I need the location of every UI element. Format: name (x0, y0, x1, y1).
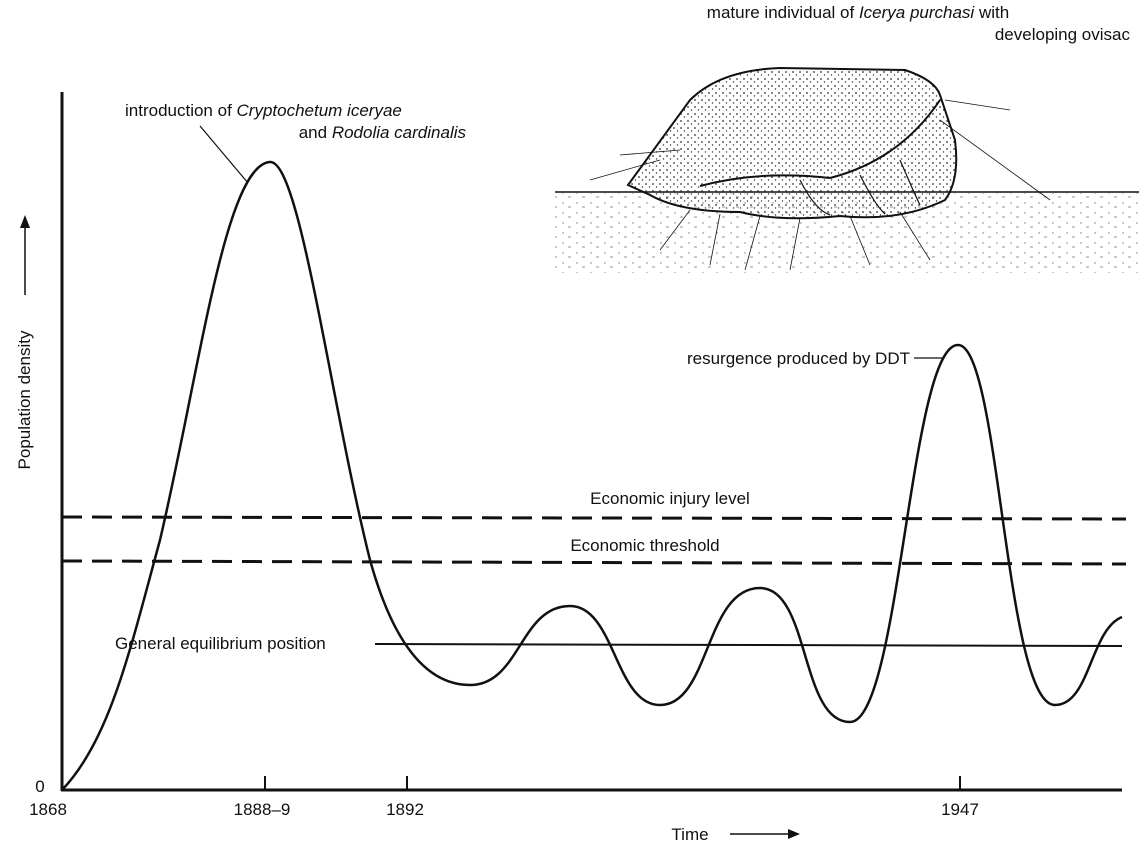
threshold-label: Economic threshold (570, 536, 719, 555)
insect-illustration (555, 66, 1139, 273)
x-axis-label: Time (671, 825, 708, 844)
annotation-text: and (299, 123, 332, 142)
illustration-caption-2: developing ovisac (995, 25, 1131, 44)
x-tick-label: 1947 (941, 800, 979, 819)
introduction-annotation-2: and Rodolia cardinalis (299, 123, 467, 142)
resurgence-annotation: resurgence produced by DDT (687, 349, 910, 368)
annotation-species: Rodolia cardinalis (332, 123, 467, 142)
x-tick-label: 1892 (386, 800, 424, 819)
injury-line (61, 515, 1127, 521)
caption-text: mature individual of (707, 3, 859, 22)
caption-text: with (974, 3, 1009, 22)
leader-line (199, 125, 249, 184)
introduction-annotation: introduction of Cryptochetum iceryae (125, 101, 402, 120)
illustration-caption: mature individual of Icerya purchasi wit… (707, 3, 1009, 22)
equilibrium-line (374, 643, 1123, 647)
x-tick-label: 1888–9 (234, 800, 291, 819)
annotation-species: Cryptochetum iceryae (237, 101, 402, 120)
annotation-text: introduction of (125, 101, 237, 120)
y-axis-label: Population density (15, 330, 34, 469)
x-tick-label: 1868 (29, 800, 67, 819)
x-arrow (730, 829, 800, 839)
equilibrium-label: General equilibrium position (115, 634, 326, 653)
threshold-line (61, 559, 1127, 566)
x-ticks (264, 776, 961, 790)
caption-species: Icerya purchasi (859, 3, 975, 22)
origin-label: 0 (35, 777, 44, 796)
population-curve (61, 160, 1123, 791)
injury-label: Economic injury level (590, 489, 750, 508)
y-arrow (20, 215, 30, 295)
